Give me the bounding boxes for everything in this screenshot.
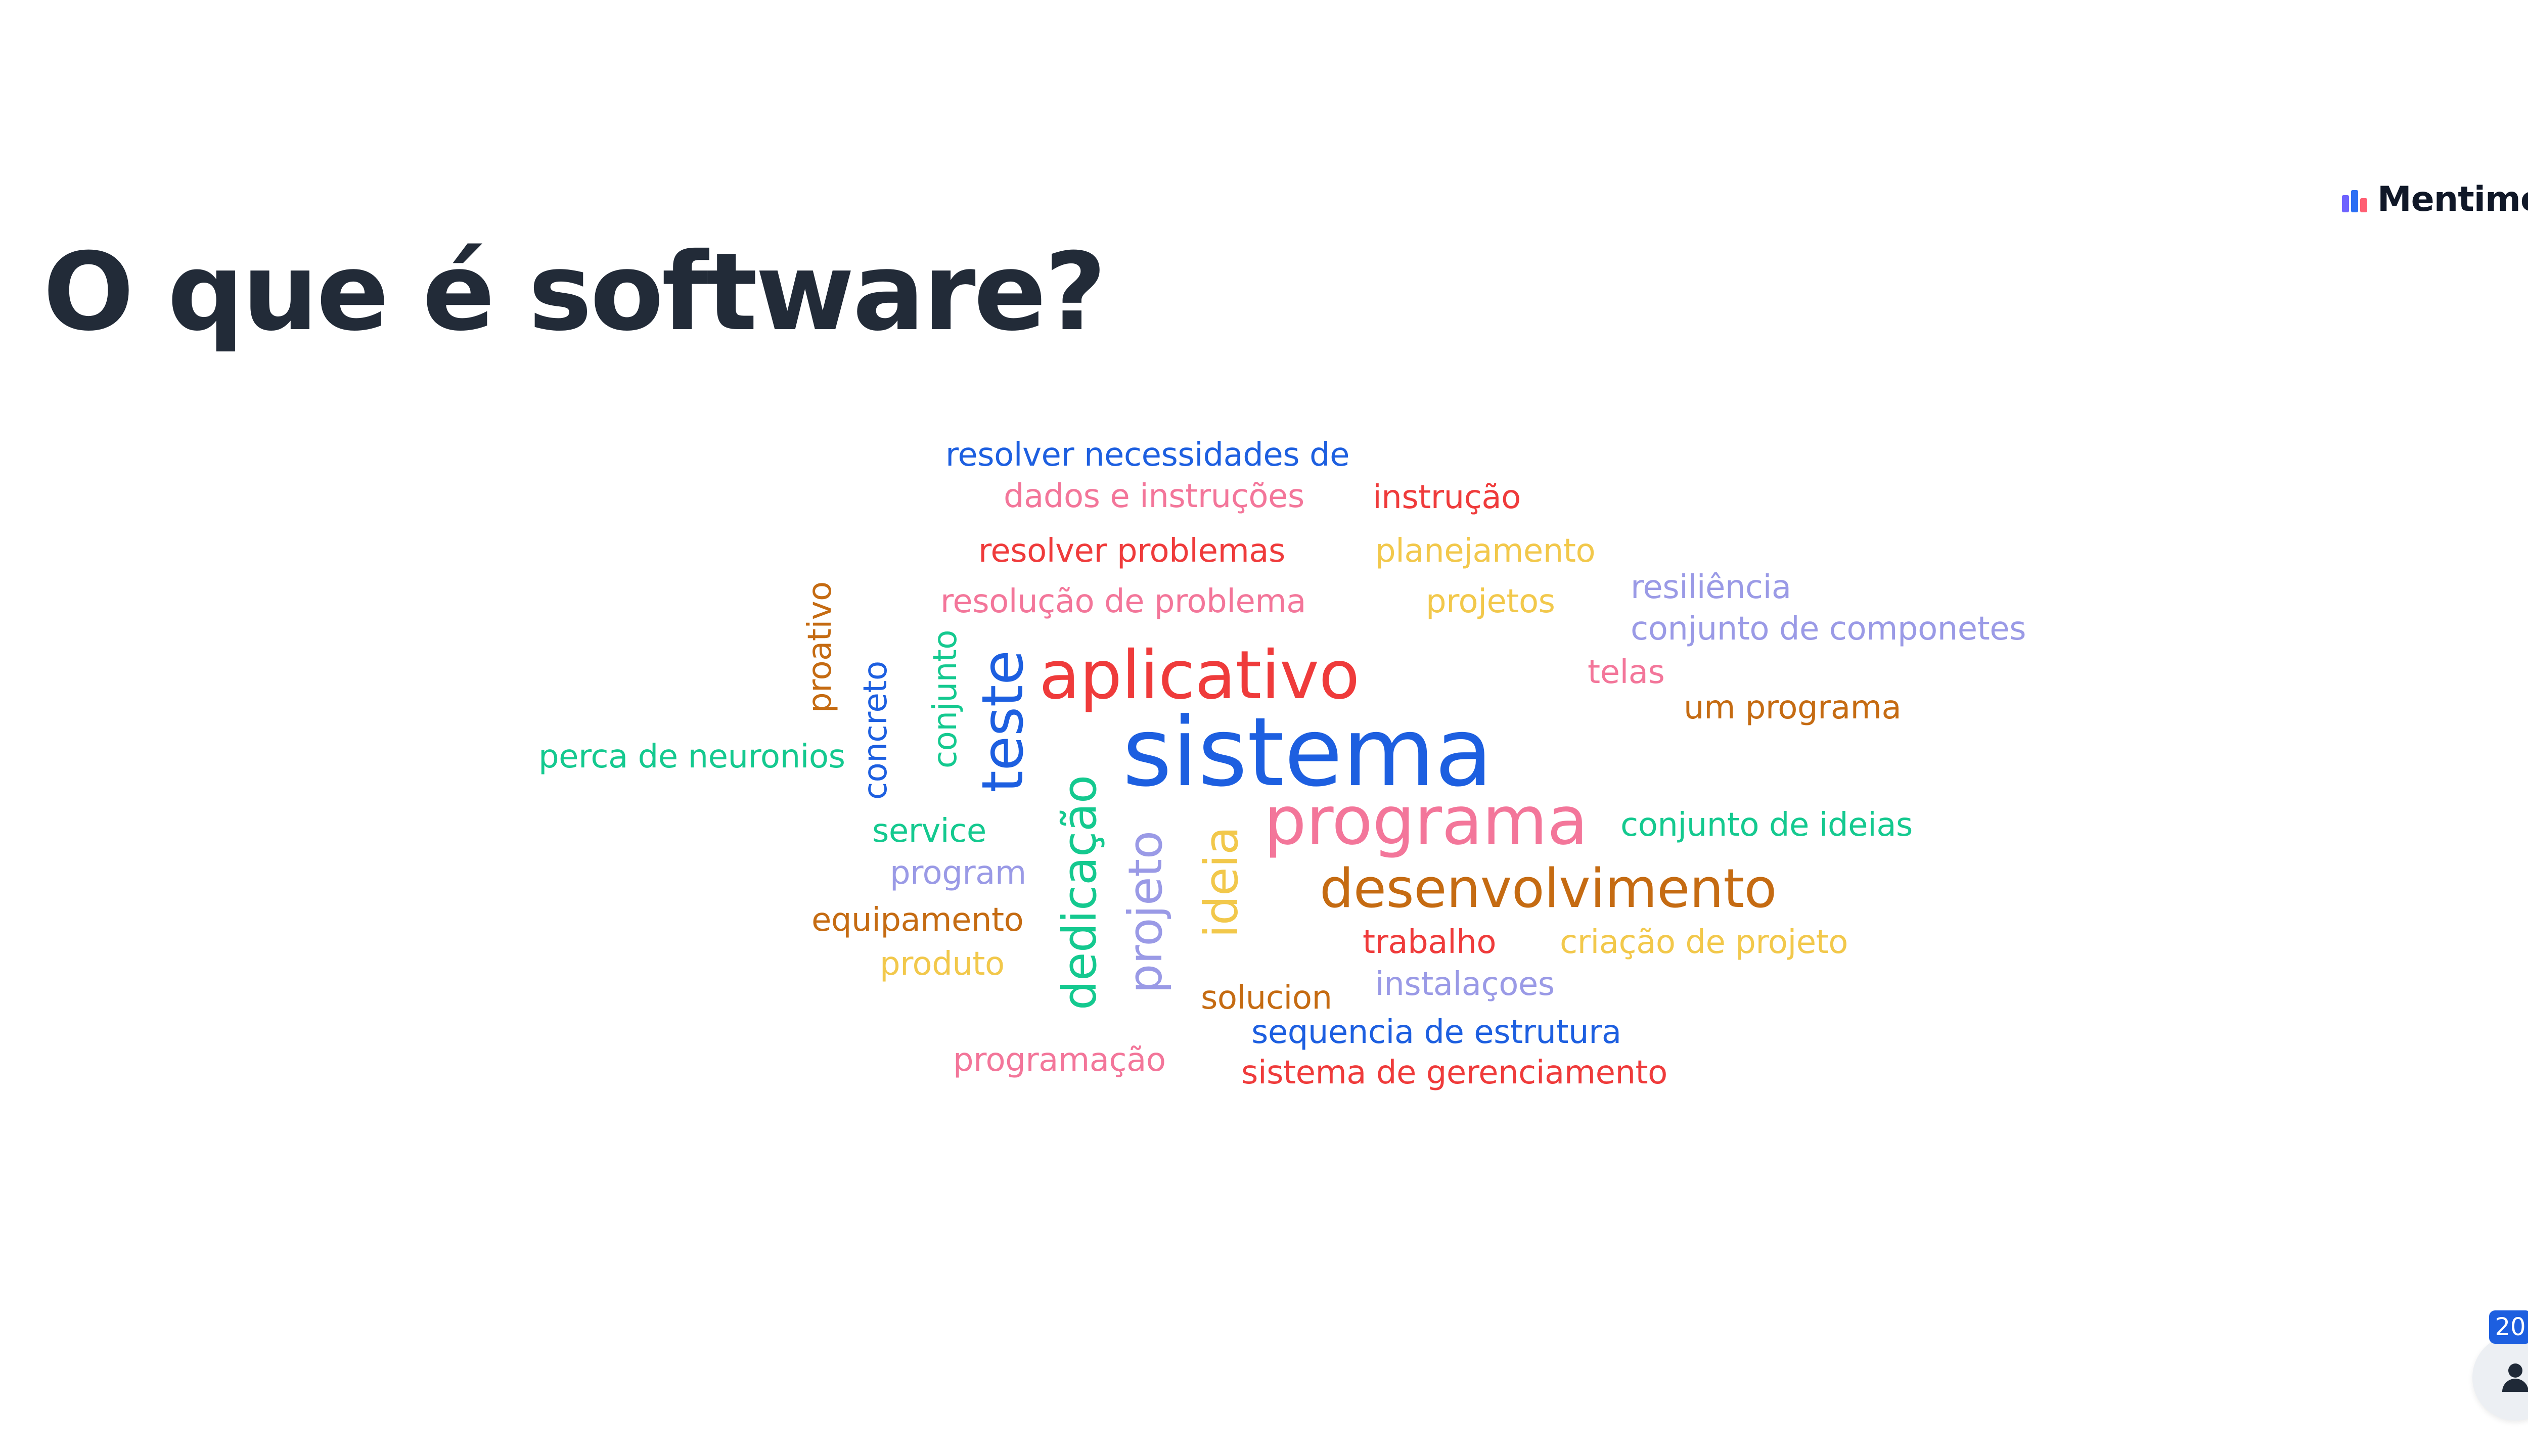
word-cloud-word: programa <box>1264 782 1588 860</box>
brand-name: Mentimeter <box>2377 179 2528 219</box>
word-cloud-word: instrução <box>1373 479 1521 516</box>
word-cloud-word: criação de projeto <box>1560 924 1848 961</box>
word-cloud-word: perca de neuronios <box>538 738 845 776</box>
slide-title: O que é software? <box>43 230 1107 355</box>
person-icon <box>2502 1363 2528 1392</box>
word-cloud-word: service <box>872 812 986 850</box>
word-cloud-word: equipamento <box>811 901 1024 939</box>
word-cloud-word: telas <box>1588 654 1665 691</box>
word-cloud-word: produto <box>880 945 1005 983</box>
word-cloud-word: resolver problemas <box>978 532 1285 570</box>
word-cloud-word: planejamento <box>1375 532 1596 570</box>
word-cloud-word: conjunto de componetes <box>1631 610 2026 648</box>
word-cloud-word: ideia <box>1194 827 1248 938</box>
word-cloud-word: resolução de problema <box>940 583 1306 620</box>
word-cloud-word: concreto <box>857 661 894 800</box>
word-cloud-word: desenvolvimento <box>1320 857 1777 920</box>
mentimeter-logo-icon <box>2342 190 2367 212</box>
word-cloud-word: conjunto <box>927 629 964 768</box>
word-cloud-word: projeto <box>1118 831 1172 993</box>
word-cloud-word: instalaçoes <box>1375 966 1555 1003</box>
word-cloud-word: dados e instruções <box>1004 478 1304 515</box>
word-cloud-word: conjunto de ideias <box>1620 806 1913 844</box>
word-cloud-word: um programa <box>1684 689 1902 726</box>
word-cloud-word: trabalho <box>1363 924 1496 961</box>
participant-count-badge: 20 <box>2489 1310 2528 1344</box>
word-cloud-word: resolver necessidades de <box>945 436 1349 474</box>
word-cloud-word: programação <box>953 1041 1166 1079</box>
word-cloud-word: dedicação <box>1053 775 1107 1010</box>
word-cloud-word: projetos <box>1426 583 1555 620</box>
mentimeter-brand: Mentimeter <box>2341 182 2528 217</box>
word-cloud-word: sistema <box>1122 697 1493 808</box>
word-cloud-word: solucion <box>1201 979 1332 1017</box>
word-cloud-word: aplicativo <box>1039 636 1360 714</box>
word-cloud-word: resiliência <box>1631 569 1791 606</box>
word-cloud-word: program <box>890 854 1026 892</box>
word-cloud-word: sistema de gerenciamento <box>1241 1054 1667 1091</box>
word-cloud-word: teste <box>970 650 1036 793</box>
word-cloud-word: proativo <box>801 581 839 713</box>
word-cloud-word: sequencia de estrutura <box>1251 1014 1621 1051</box>
